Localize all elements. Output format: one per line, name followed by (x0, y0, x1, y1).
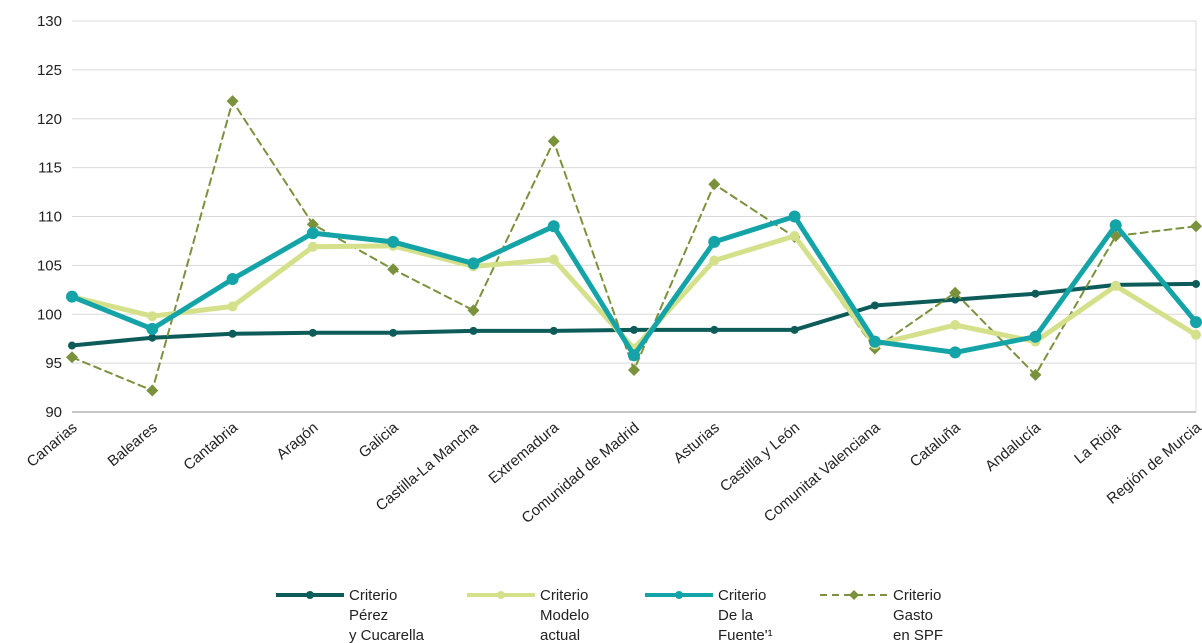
legend-item-3: Criterio De la Fuente'¹ (645, 587, 773, 643)
data-point (147, 311, 158, 322)
data-point (307, 241, 318, 252)
x-tick-label: Galicia (356, 419, 403, 462)
x-tick-label: Cantabria (180, 419, 241, 474)
data-point (387, 263, 400, 276)
series-4 (66, 95, 1202, 397)
data-point (1191, 329, 1201, 340)
data-point (870, 301, 879, 310)
data-point (227, 301, 238, 312)
data-point (66, 351, 78, 364)
x-tick-label: Canarias (24, 419, 81, 471)
legend-label: Criterio (893, 587, 941, 604)
data-point (68, 341, 76, 350)
legend-label: Modelo (540, 607, 589, 624)
data-point (1031, 289, 1040, 298)
data-point (789, 231, 800, 242)
data-point (949, 346, 962, 359)
x-tick-label: La Rioja (1071, 419, 1125, 468)
y-tick-label: 95 (45, 355, 62, 372)
data-point (226, 95, 239, 108)
data-point (1029, 368, 1042, 381)
x-axis-tick-labels: Canarias Baleares Cantabria Aragón Galicia Ca… (24, 419, 1202, 527)
legend: Criterio Pérez y Cucarella Criterio Modelo ac… (276, 587, 943, 643)
data-point (951, 295, 960, 304)
legend-label: Pérez (349, 607, 388, 624)
legend-item-2: Criterio Modelo actual (467, 587, 589, 643)
data-point (1029, 330, 1042, 343)
data-point (549, 326, 558, 335)
series-layer (66, 95, 1202, 397)
data-point (469, 326, 478, 335)
data-point (790, 325, 799, 334)
data-point (228, 329, 237, 338)
data-point (788, 210, 801, 223)
y-tick-label: 125 (37, 62, 62, 79)
y-tick-label: 120 (37, 111, 62, 128)
y-tick-label: 130 (37, 13, 62, 30)
legend-label: Fuente'¹ (718, 627, 773, 643)
legend-label: De la (718, 607, 754, 624)
y-tick-label: 90 (45, 404, 62, 421)
legend-marker (497, 591, 505, 599)
data-point (548, 254, 559, 265)
x-tick-label: Aragón (273, 419, 321, 463)
data-point (306, 218, 319, 231)
data-point (628, 349, 640, 362)
data-point (708, 178, 721, 191)
y-tick-label: 100 (37, 306, 62, 323)
legend-label: en SPF (893, 627, 943, 643)
data-point (710, 325, 719, 334)
data-point (146, 384, 159, 397)
data-point (1190, 220, 1202, 233)
legend-label: Gasto (893, 607, 933, 624)
data-point (226, 273, 239, 286)
series-3 (66, 210, 1202, 362)
x-tick-label: Castilla y León (717, 419, 803, 495)
data-point (949, 286, 962, 299)
data-point (467, 257, 480, 270)
legend-label: actual (540, 627, 580, 643)
legend-item-4: Criterio Gasto en SPF (820, 587, 943, 643)
data-point (146, 322, 159, 335)
data-point (306, 227, 319, 240)
data-point (547, 135, 560, 148)
data-point (1190, 316, 1202, 329)
legend-item-1: Criterio Pérez y Cucarella (276, 587, 425, 643)
data-point (708, 235, 721, 248)
x-tick-label: Cataluña (907, 419, 964, 471)
legend-marker (675, 591, 683, 599)
y-tick-label: 105 (37, 257, 62, 274)
y-tick-label: 110 (38, 209, 62, 226)
data-point (547, 220, 560, 233)
data-point (389, 328, 398, 337)
data-point (950, 320, 961, 331)
legend-marker (849, 590, 859, 600)
data-point (628, 363, 640, 376)
legend-label: Criterio (718, 587, 766, 604)
data-point (709, 255, 720, 266)
data-point (1110, 280, 1121, 291)
y-tick-label: 115 (38, 160, 62, 177)
data-point (630, 325, 638, 334)
x-tick-label: Asturias (670, 419, 722, 467)
legend-label: Criterio (349, 587, 397, 604)
data-point (868, 335, 881, 348)
x-tick-label: Extremadura (486, 419, 563, 488)
data-point (387, 235, 400, 248)
data-point (66, 290, 78, 303)
legend-label: Criterio (540, 587, 588, 604)
data-point (308, 328, 317, 337)
data-point (148, 333, 157, 342)
data-point (467, 304, 480, 317)
x-tick-label: Andalucía (982, 419, 1045, 475)
data-point (1109, 219, 1122, 232)
y-axis-tick-labels: 90 95 100 105 110 115 120 125 130 (37, 13, 62, 421)
legend-label: y Cucarella (349, 627, 425, 643)
x-tick-label: Baleares (105, 419, 161, 470)
data-point (1192, 279, 1200, 288)
legend-marker (306, 591, 314, 599)
